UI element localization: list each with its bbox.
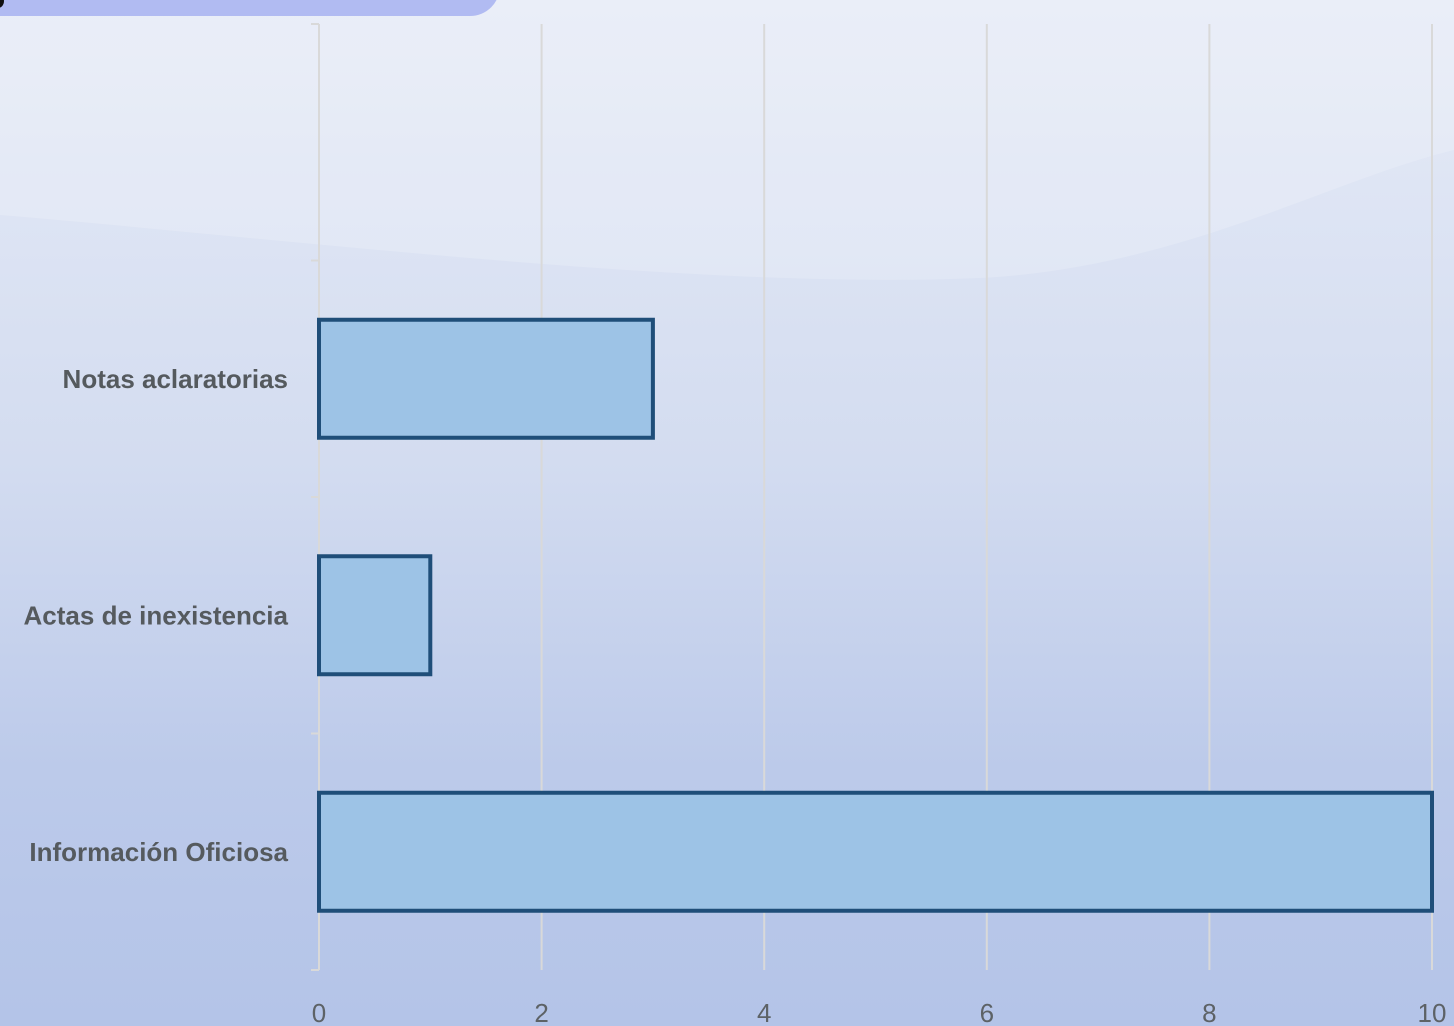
label-layer: 0 2 4 6 8 10 Notas aclaratorias Actas de inexis…: [24, 364, 1447, 1026]
x-tick-label-2: 4: [757, 998, 771, 1026]
bar-1: [317, 554, 433, 677]
category-label-2: Información Oficiosa: [29, 837, 288, 867]
x-tick-label-1: 2: [534, 998, 548, 1026]
corner-tab: [0, 0, 500, 16]
bar-2: [317, 790, 1434, 913]
x-tick-label-0: 0: [312, 998, 326, 1026]
category-label-1: Actas de inexistencia: [24, 600, 289, 630]
corner-dot: [0, 0, 4, 8]
category-label-0: Notas aclaratorias: [63, 364, 288, 394]
bar-layer: [317, 317, 1434, 913]
x-tick-label-5: 10: [1418, 998, 1447, 1026]
bar-0: [317, 317, 655, 440]
x-tick-label-3: 6: [980, 998, 994, 1026]
x-tick-label-4: 8: [1202, 998, 1216, 1026]
